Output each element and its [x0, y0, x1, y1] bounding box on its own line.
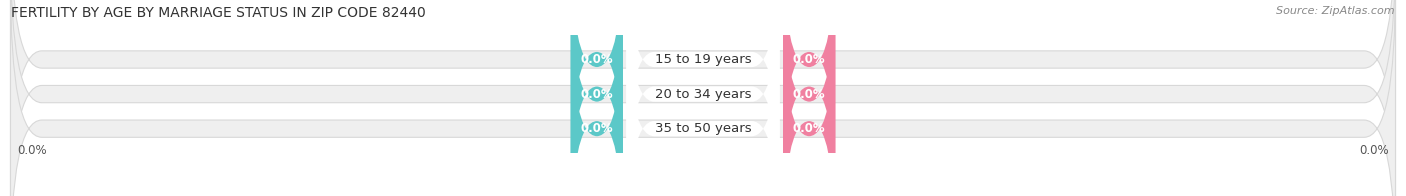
FancyBboxPatch shape	[783, 0, 835, 183]
FancyBboxPatch shape	[627, 0, 779, 196]
FancyBboxPatch shape	[783, 0, 835, 196]
Text: 20 to 34 years: 20 to 34 years	[655, 88, 751, 101]
Text: 0.0%: 0.0%	[581, 122, 613, 135]
Text: 0.0%: 0.0%	[793, 53, 825, 66]
FancyBboxPatch shape	[10, 0, 1396, 196]
FancyBboxPatch shape	[571, 0, 623, 183]
FancyBboxPatch shape	[10, 0, 1396, 196]
FancyBboxPatch shape	[571, 5, 623, 196]
Text: 35 to 50 years: 35 to 50 years	[655, 122, 751, 135]
Text: Source: ZipAtlas.com: Source: ZipAtlas.com	[1277, 6, 1395, 16]
FancyBboxPatch shape	[783, 5, 835, 196]
Text: 0.0%: 0.0%	[1360, 144, 1389, 157]
FancyBboxPatch shape	[627, 0, 779, 196]
Text: 0.0%: 0.0%	[793, 88, 825, 101]
Text: 0.0%: 0.0%	[581, 88, 613, 101]
Text: 0.0%: 0.0%	[17, 144, 46, 157]
Text: 15 to 19 years: 15 to 19 years	[655, 53, 751, 66]
FancyBboxPatch shape	[627, 0, 779, 190]
Text: FERTILITY BY AGE BY MARRIAGE STATUS IN ZIP CODE 82440: FERTILITY BY AGE BY MARRIAGE STATUS IN Z…	[11, 6, 426, 20]
FancyBboxPatch shape	[10, 0, 1396, 196]
Text: 0.0%: 0.0%	[793, 122, 825, 135]
FancyBboxPatch shape	[571, 0, 623, 196]
Text: 0.0%: 0.0%	[581, 53, 613, 66]
